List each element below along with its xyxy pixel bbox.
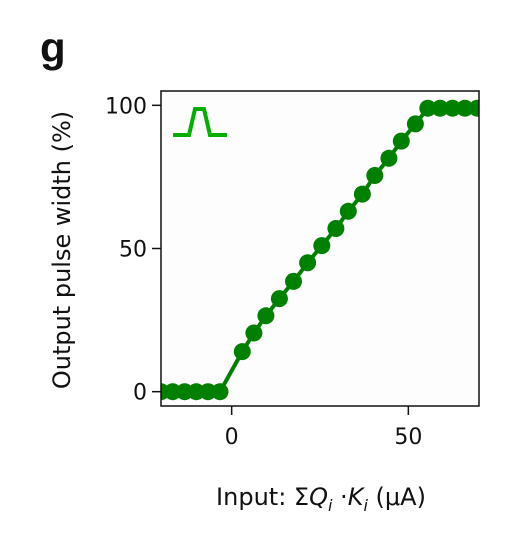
data-point xyxy=(431,99,449,117)
y-tick-label: 0 xyxy=(133,381,147,406)
data-point xyxy=(353,185,371,203)
data-point xyxy=(233,343,251,361)
data-point xyxy=(257,307,275,325)
y-axis-label: Output pulse width (%) xyxy=(48,111,76,389)
square-pulse-icon xyxy=(173,107,227,137)
x-tick-label: 0 xyxy=(225,425,239,450)
panel-label: g xyxy=(40,24,66,71)
data-point xyxy=(380,149,398,167)
data-point xyxy=(211,383,229,401)
axis-ticks: 0 50 0 50 100 xyxy=(105,94,422,450)
y-tick-label: 50 xyxy=(119,238,147,263)
data-point xyxy=(285,272,302,290)
data-point xyxy=(406,115,424,133)
data-point xyxy=(366,167,384,184)
data-point xyxy=(187,383,205,401)
data-point xyxy=(313,237,331,255)
data-point xyxy=(339,202,357,220)
x-axis-label: Input: ΣQi ·Ki (μA) xyxy=(216,483,426,515)
data-point xyxy=(419,99,437,117)
data-point xyxy=(164,383,182,401)
data-point xyxy=(456,99,474,117)
x-tick-label: 50 xyxy=(394,425,422,450)
y-tick-label: 100 xyxy=(105,94,147,119)
data-point xyxy=(245,324,263,342)
data-point xyxy=(199,383,217,401)
data-point xyxy=(299,254,317,272)
data-point xyxy=(444,99,461,117)
data-point xyxy=(392,132,410,150)
chart-marks xyxy=(161,99,479,401)
data-point xyxy=(468,99,479,117)
data-point xyxy=(270,290,288,308)
data-point xyxy=(327,220,345,237)
